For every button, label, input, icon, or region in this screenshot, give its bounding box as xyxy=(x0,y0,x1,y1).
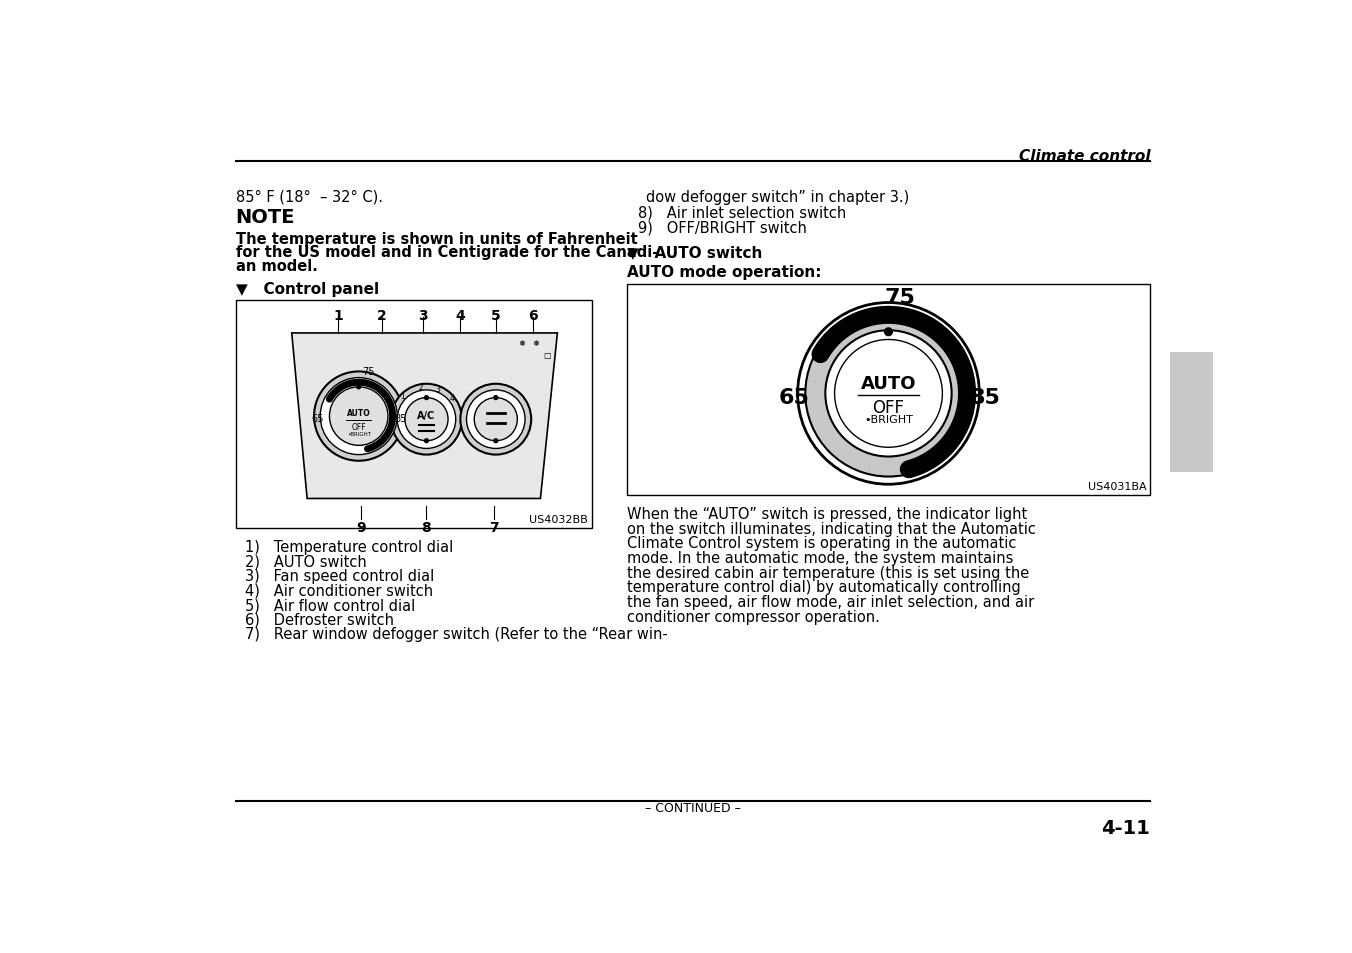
Text: – CONTINUED –: – CONTINUED – xyxy=(645,801,741,814)
Text: •BRIGHT: •BRIGHT xyxy=(346,432,370,436)
Text: for the US model and in Centigrade for the Canadi-: for the US model and in Centigrade for t… xyxy=(235,245,658,260)
Text: •BRIGHT: •BRIGHT xyxy=(864,415,913,424)
Text: OFF: OFF xyxy=(872,398,904,416)
Text: temperature control dial) by automatically controlling: temperature control dial) by automatical… xyxy=(627,579,1021,595)
Text: When the “AUTO” switch is pressed, the indicator light: When the “AUTO” switch is pressed, the i… xyxy=(627,507,1028,521)
Circle shape xyxy=(806,311,972,477)
Text: 85: 85 xyxy=(395,414,407,424)
Circle shape xyxy=(425,396,429,400)
Circle shape xyxy=(320,378,397,456)
Text: Climate Control system is operating in the automatic: Climate Control system is operating in t… xyxy=(627,536,1017,551)
Text: the fan speed, air flow mode, air inlet selection, and air: the fan speed, air flow mode, air inlet … xyxy=(627,595,1034,609)
Text: OFF: OFF xyxy=(352,423,366,432)
Text: 4-11: 4-11 xyxy=(1102,819,1151,838)
Text: ☐: ☐ xyxy=(544,352,550,360)
Text: ❅: ❅ xyxy=(533,339,539,348)
Text: 5)   Air flow control dial: 5) Air flow control dial xyxy=(245,598,415,613)
Text: 3)   Fan speed control dial: 3) Fan speed control dial xyxy=(245,568,434,583)
Text: 9)   OFF/BRIGHT switch: 9) OFF/BRIGHT switch xyxy=(638,220,807,235)
Circle shape xyxy=(475,398,518,441)
Circle shape xyxy=(314,372,403,461)
Text: NOTE: NOTE xyxy=(235,208,295,227)
Polygon shape xyxy=(292,334,557,499)
Text: US4031BA: US4031BA xyxy=(1088,481,1146,491)
Circle shape xyxy=(834,340,942,448)
Text: 2: 2 xyxy=(377,308,387,322)
Text: US4032BB: US4032BB xyxy=(530,515,588,524)
Text: 6)   Defroster switch: 6) Defroster switch xyxy=(245,612,393,627)
Bar xyxy=(235,300,592,528)
Text: 65: 65 xyxy=(312,414,324,424)
Circle shape xyxy=(330,388,388,446)
Text: 8: 8 xyxy=(422,520,431,535)
Text: the desired cabin air temperature (this is set using the: the desired cabin air temperature (this … xyxy=(627,565,1029,580)
Circle shape xyxy=(425,439,429,443)
Text: ▼   Control panel: ▼ Control panel xyxy=(235,282,379,297)
Text: 4: 4 xyxy=(456,308,465,322)
Text: 7: 7 xyxy=(489,520,499,535)
Text: The temperature is shown in units of Fahrenheit: The temperature is shown in units of Fah… xyxy=(235,232,637,246)
Text: 2)   AUTO switch: 2) AUTO switch xyxy=(245,554,366,569)
Bar xyxy=(1169,353,1213,472)
Text: mode. In the automatic mode, the system maintains: mode. In the automatic mode, the system … xyxy=(627,551,1013,565)
Text: 8)   Air inlet selection switch: 8) Air inlet selection switch xyxy=(638,205,846,220)
Text: 3: 3 xyxy=(419,308,429,322)
Text: 85° F (18°  – 32° C).: 85° F (18° – 32° C). xyxy=(235,190,383,205)
Circle shape xyxy=(493,396,498,400)
Text: 2: 2 xyxy=(418,383,423,392)
Circle shape xyxy=(404,398,448,441)
Circle shape xyxy=(357,386,361,390)
Text: 1: 1 xyxy=(333,308,343,322)
Text: 9: 9 xyxy=(356,520,366,535)
Text: A/C: A/C xyxy=(418,411,435,421)
Circle shape xyxy=(391,384,462,456)
Text: 5: 5 xyxy=(491,308,500,322)
Text: on the switch illuminates, indicating that the Automatic: on the switch illuminates, indicating th… xyxy=(627,521,1036,537)
Circle shape xyxy=(884,329,892,336)
Circle shape xyxy=(798,303,979,485)
Text: 4: 4 xyxy=(449,394,454,403)
Text: AUTO: AUTO xyxy=(347,408,370,417)
Circle shape xyxy=(825,331,952,457)
Text: AUTO: AUTO xyxy=(861,375,917,393)
Text: AUTO mode operation:: AUTO mode operation: xyxy=(627,265,821,280)
Text: 6: 6 xyxy=(527,308,538,322)
Text: an model.: an model. xyxy=(235,259,318,274)
Text: 1)   Temperature control dial: 1) Temperature control dial xyxy=(245,539,453,554)
Text: 75: 75 xyxy=(362,367,375,377)
Text: 65: 65 xyxy=(779,388,810,408)
Text: 1: 1 xyxy=(400,392,406,401)
Text: ❅: ❅ xyxy=(518,339,526,348)
Circle shape xyxy=(466,391,525,449)
Bar xyxy=(627,285,1151,496)
Text: 4)   Air conditioner switch: 4) Air conditioner switch xyxy=(245,583,433,598)
Text: ∗: ∗ xyxy=(387,416,395,425)
Text: ▼   AUTO switch: ▼ AUTO switch xyxy=(627,245,763,260)
Text: dow defogger switch” in chapter 3.): dow defogger switch” in chapter 3.) xyxy=(646,190,909,205)
Text: conditioner compressor operation.: conditioner compressor operation. xyxy=(627,609,880,624)
Text: 85: 85 xyxy=(969,388,1000,408)
Text: Climate control: Climate control xyxy=(1018,149,1151,164)
Circle shape xyxy=(397,391,456,449)
Circle shape xyxy=(493,439,498,443)
Circle shape xyxy=(461,384,531,456)
Text: 75: 75 xyxy=(884,288,915,308)
Text: 3: 3 xyxy=(435,384,441,394)
Text: 7)   Rear window defogger switch (Refer to the “Rear win-: 7) Rear window defogger switch (Refer to… xyxy=(245,627,668,641)
